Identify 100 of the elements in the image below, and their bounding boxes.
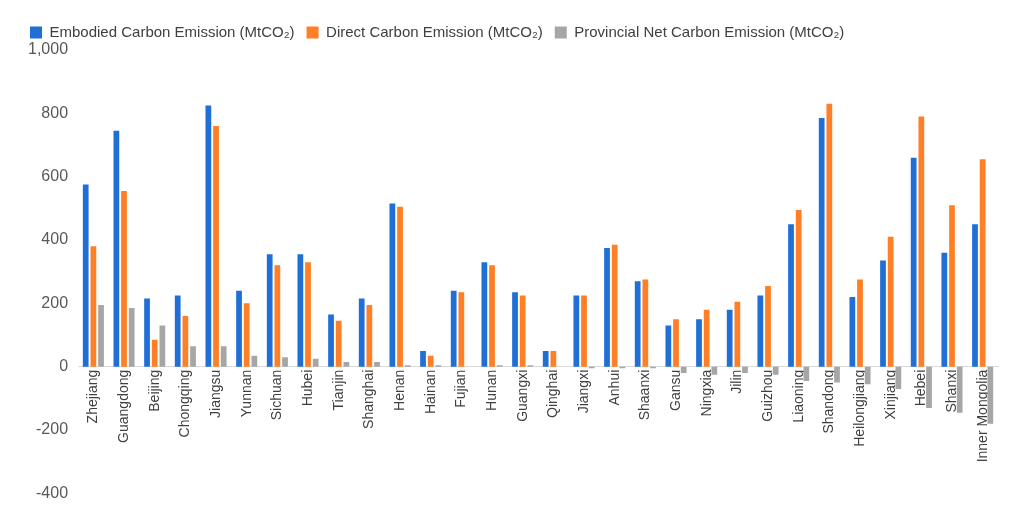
x-tick-label: Guangxi	[513, 369, 530, 422]
bar	[374, 361, 380, 367]
bar	[703, 309, 710, 367]
x-tick-label: Guangdong	[114, 369, 131, 443]
bar	[113, 130, 120, 367]
legend-label: Direct Carbon Emission (MtCO₂)	[326, 22, 543, 40]
bar	[680, 366, 687, 374]
bar	[366, 304, 373, 367]
bar	[887, 236, 894, 367]
y-tick-label: -200	[36, 420, 69, 438]
bar	[849, 297, 856, 367]
bar	[182, 316, 189, 367]
x-tick-label: Henan	[390, 369, 407, 411]
bar	[213, 126, 219, 367]
bar	[328, 314, 334, 367]
bar	[312, 358, 319, 367]
bar	[266, 254, 273, 367]
y-tick-label: 400	[41, 230, 69, 248]
bar	[151, 339, 158, 367]
bar	[949, 205, 955, 367]
bar	[389, 203, 396, 367]
bar	[880, 260, 886, 367]
bar	[665, 325, 672, 367]
bar	[121, 190, 127, 367]
x-tick-label: Shanxi	[942, 369, 959, 413]
bar	[205, 105, 212, 367]
x-tick-label: Zhejiang	[84, 369, 101, 424]
y-tick-label: -400	[36, 483, 69, 501]
x-tick-label: Guizhou	[758, 369, 775, 422]
x-tick-label: Jiangxi	[574, 369, 591, 414]
y-tick-label: 800	[41, 103, 69, 121]
bar	[987, 366, 994, 424]
bar	[726, 309, 733, 367]
bar	[159, 325, 166, 367]
bar	[174, 295, 181, 367]
legend-label: Provincial Net Carbon Emission (MtCO₂)	[574, 22, 845, 40]
bar	[765, 285, 771, 367]
x-tick-label: Shandong	[820, 369, 837, 434]
bar	[220, 346, 227, 367]
bar	[519, 295, 526, 367]
x-tick-label: Chongqing	[176, 369, 193, 438]
x-tick-label: Liaoning	[789, 369, 806, 423]
bar	[910, 157, 917, 367]
x-tick-label: Tianjin	[329, 369, 346, 411]
bar	[972, 224, 978, 367]
x-tick-label: Hebei	[912, 369, 929, 407]
x-tick-label: Shaanxi	[636, 369, 653, 421]
x-tick-label: Beijing	[145, 369, 162, 412]
bar	[458, 292, 465, 367]
bar	[144, 298, 150, 367]
x-tick-label: Sichuan	[268, 369, 285, 421]
x-tick-label: Xinjiang	[881, 369, 898, 420]
x-tick-label: Qinghai	[544, 369, 561, 418]
x-tick-label: Jiangsu	[206, 369, 223, 418]
bar	[634, 281, 641, 367]
bar	[251, 355, 258, 367]
bar	[941, 252, 948, 367]
bar	[757, 295, 764, 367]
x-tick-label: Yunnan	[237, 369, 254, 418]
bar	[427, 355, 434, 367]
bar	[489, 265, 495, 367]
bar	[305, 262, 311, 367]
bar	[128, 308, 135, 367]
y-tick-label: 200	[41, 293, 69, 311]
bar	[795, 209, 802, 367]
bar	[236, 290, 242, 367]
bar	[611, 244, 618, 367]
bar	[335, 320, 342, 367]
bar	[358, 298, 365, 367]
bar	[734, 301, 741, 367]
bar	[956, 366, 963, 413]
x-tick-label: Shanghai	[360, 369, 377, 429]
x-tick-label: Fujian	[452, 369, 469, 408]
x-tick-label: Hunan	[482, 369, 499, 411]
bar	[673, 319, 679, 367]
bar	[803, 366, 810, 381]
bar	[450, 290, 457, 367]
bar	[274, 265, 281, 367]
bar	[512, 292, 518, 367]
bar	[857, 279, 863, 367]
legend-label: Embodied Carbon Emission (MtCO₂)	[49, 22, 295, 40]
bar	[542, 350, 549, 367]
y-tick-label: 600	[41, 167, 69, 185]
bar	[818, 118, 825, 367]
bar	[481, 262, 488, 367]
bar	[297, 254, 304, 367]
bar	[581, 295, 587, 367]
y-tick-label: 1,000	[27, 40, 69, 58]
bar	[696, 319, 702, 367]
x-tick-label: Jilin	[728, 369, 745, 394]
bar	[926, 366, 932, 408]
x-tick-label: Inner Mongolia	[973, 369, 990, 463]
bar	[397, 206, 403, 367]
bar	[550, 350, 557, 367]
bar	[642, 279, 649, 367]
bar	[243, 303, 250, 367]
bar	[918, 116, 925, 367]
bar	[742, 366, 748, 374]
x-tick-label: Hubei	[298, 369, 315, 407]
x-tick-label: Hainan	[421, 369, 438, 415]
